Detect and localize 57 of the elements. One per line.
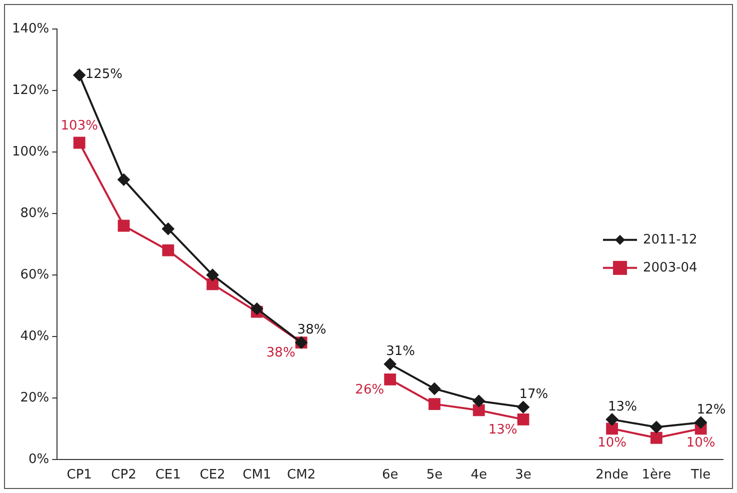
data-label: 12% — [696, 402, 726, 418]
point — [118, 174, 130, 186]
data-label: 38% — [266, 345, 296, 360]
x-tick-label: CE2 — [200, 468, 226, 483]
x-tick-label: Tle — [690, 468, 711, 483]
point — [517, 401, 530, 414]
x-tick-label: CM2 — [287, 468, 316, 483]
point — [650, 421, 662, 434]
point — [73, 136, 86, 149]
x-tick-label: 5e — [426, 468, 443, 483]
point — [206, 268, 219, 281]
y-tick-label: 40% — [20, 328, 50, 344]
data-label: 13% — [608, 399, 637, 414]
y-tick-label: 140% — [12, 21, 50, 36]
x-tick-label: CM1 — [242, 468, 272, 483]
x-tick-label: 2nde — [596, 468, 628, 483]
x-tick-label: 4e — [470, 468, 487, 483]
x-tick-label: CP1 — [66, 468, 92, 483]
point — [694, 416, 707, 429]
point — [472, 394, 485, 407]
y-tick-label: 100% — [12, 144, 50, 160]
point — [428, 382, 440, 395]
y-tick-label: 20% — [20, 390, 50, 406]
y-tick-label: 60% — [20, 267, 50, 282]
x-tick-label: 6e — [382, 468, 398, 483]
point — [162, 222, 174, 235]
data-label: 10% — [686, 436, 716, 451]
point — [428, 398, 440, 410]
point — [606, 413, 618, 426]
y-tick-label: 80% — [20, 206, 50, 221]
point — [118, 220, 130, 232]
data-label: 103% — [60, 118, 98, 134]
point — [650, 432, 662, 444]
y-tick-label: 120% — [12, 82, 50, 98]
data-label: 38% — [297, 322, 326, 338]
data-label: 31% — [386, 344, 415, 359]
x-tick-label: CE1 — [155, 468, 181, 483]
point — [206, 278, 218, 290]
point — [606, 422, 618, 435]
legend-label: 2003-04 — [643, 260, 698, 276]
point — [73, 69, 86, 82]
x-tick-label: CP2 — [111, 468, 136, 483]
legend-label: 2011-12 — [643, 232, 698, 248]
point — [384, 358, 396, 370]
point — [384, 374, 396, 386]
data-label: 10% — [598, 436, 626, 451]
data-label: 125% — [85, 66, 123, 82]
data-label: 17% — [519, 387, 548, 402]
data-label: 26% — [355, 382, 384, 398]
point — [162, 244, 174, 256]
y-tick-label: 0% — [28, 452, 50, 467]
x-tick-label: 3e — [515, 468, 532, 483]
x-tick-label: 1ère — [642, 468, 672, 483]
point — [250, 302, 263, 315]
data-label: 13% — [488, 422, 518, 438]
point — [472, 404, 485, 416]
point — [517, 413, 530, 426]
